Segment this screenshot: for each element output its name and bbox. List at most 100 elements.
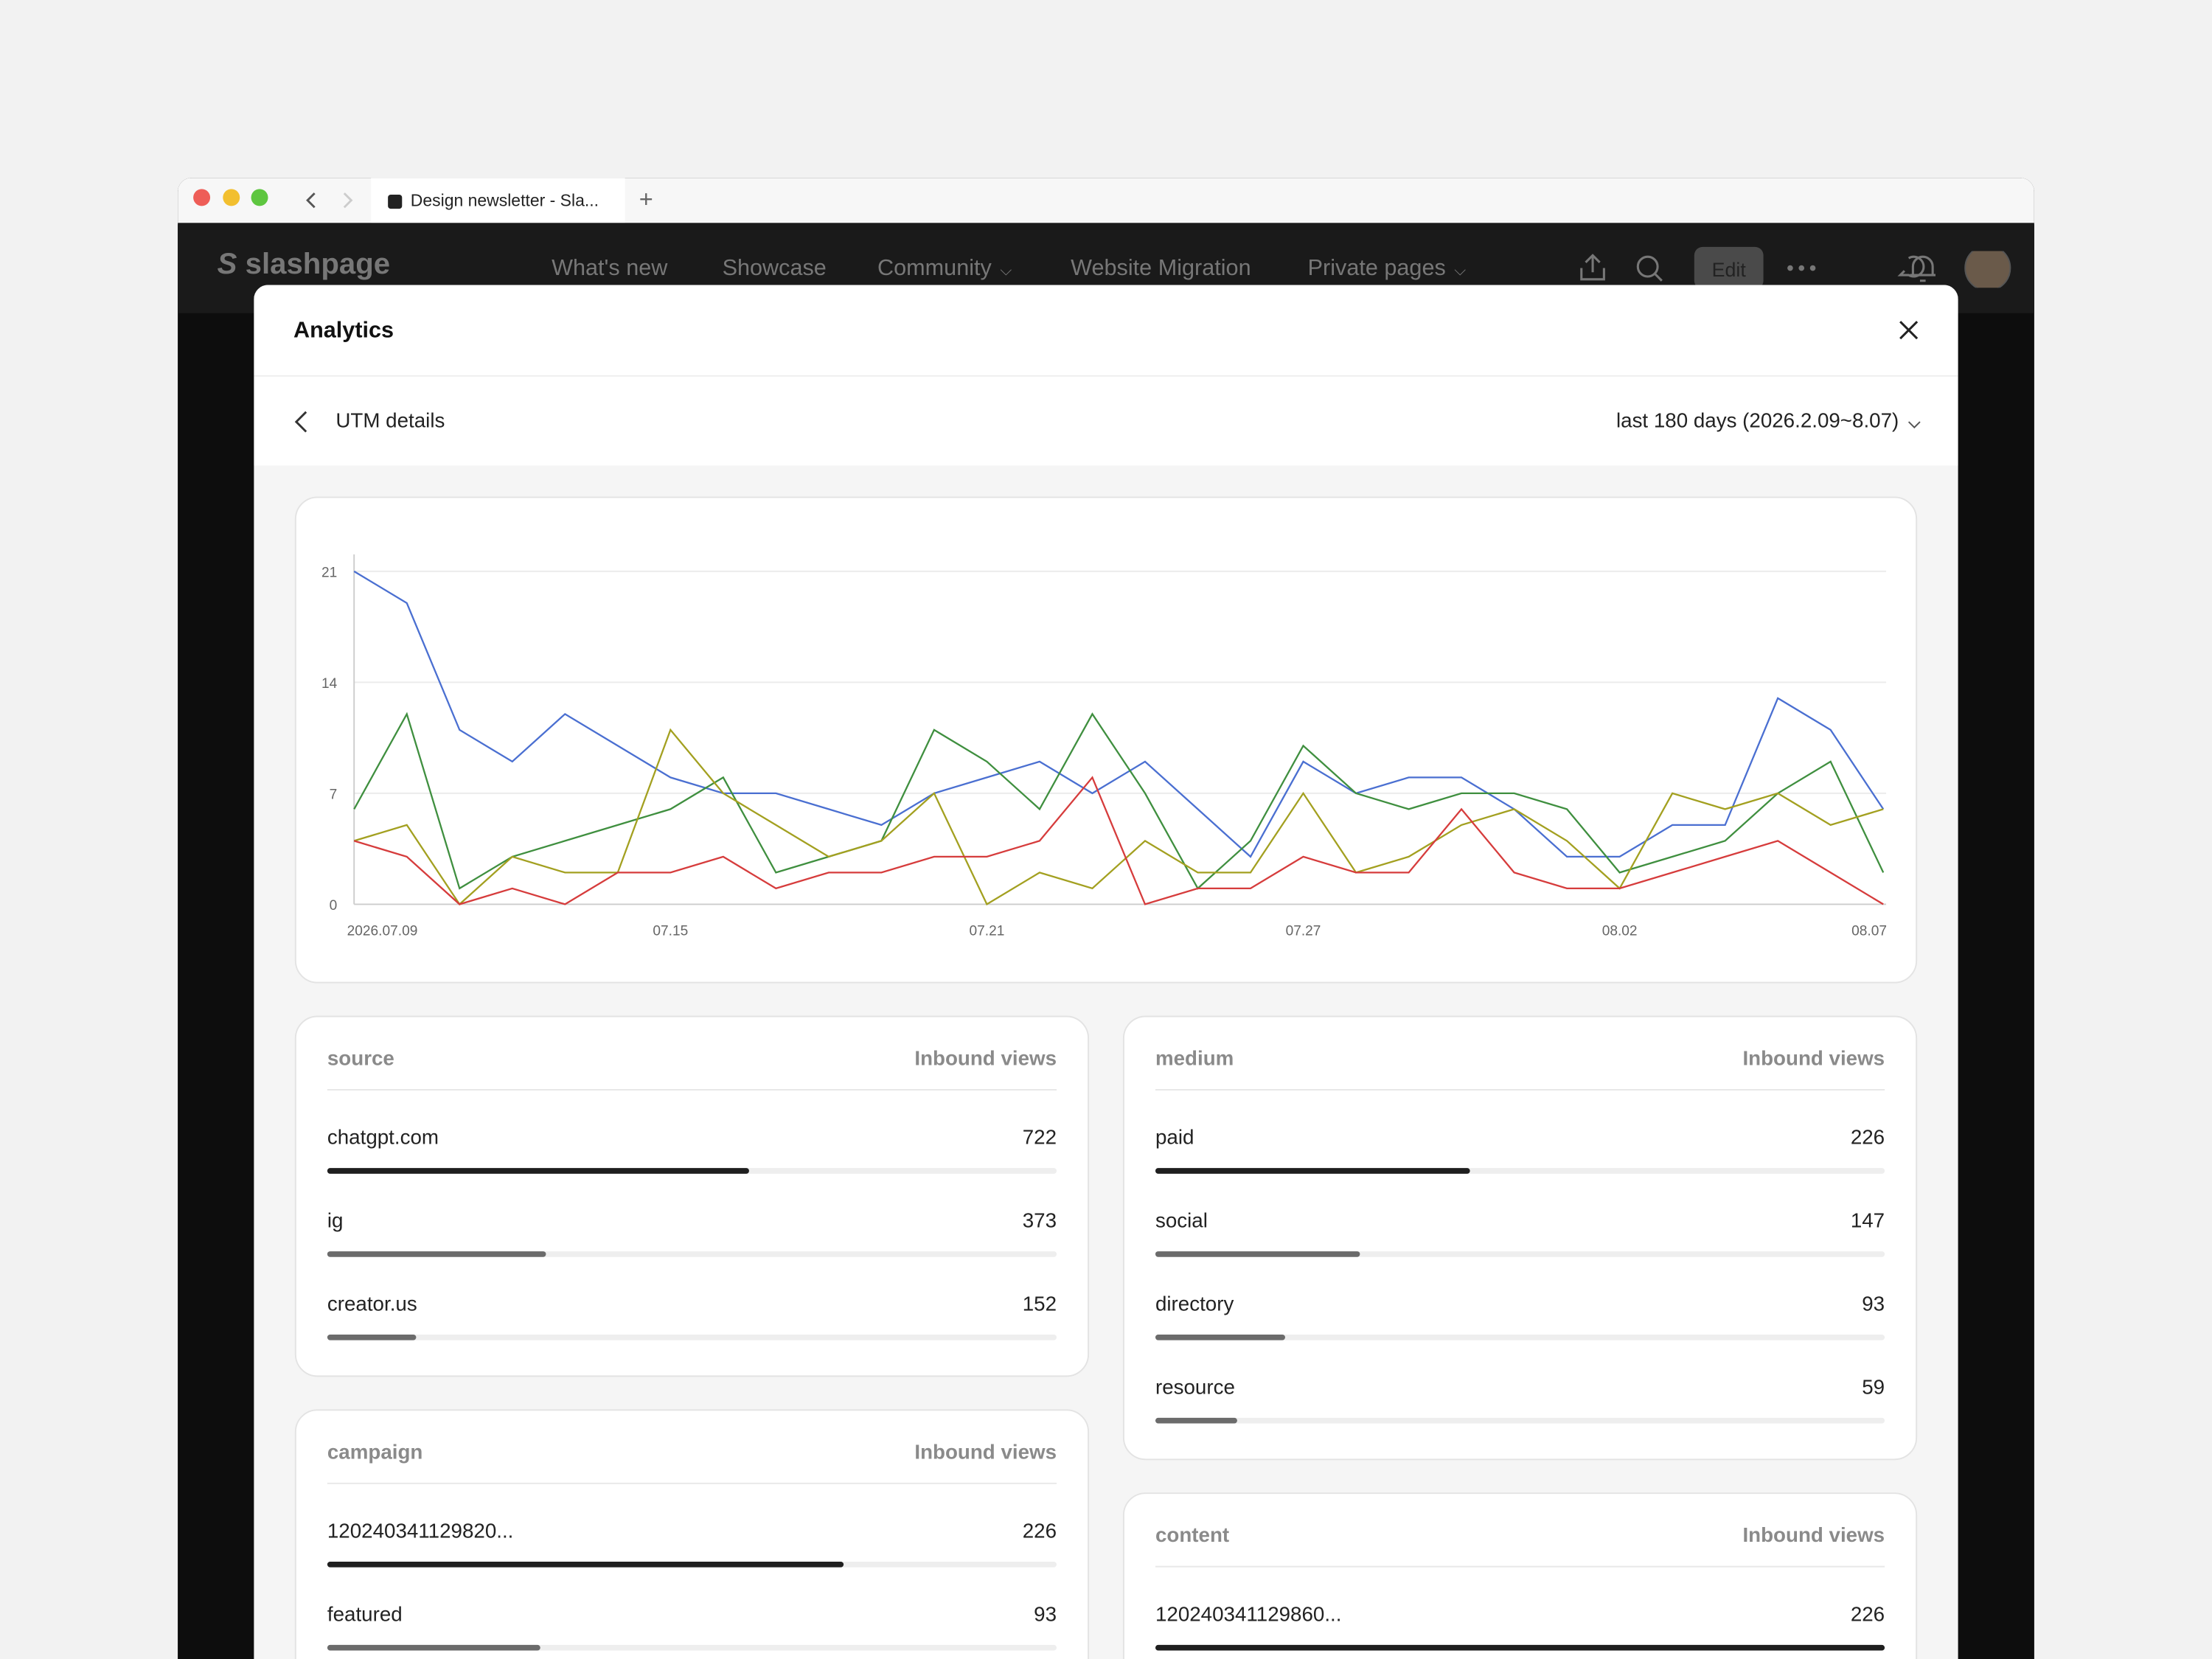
back-button[interactable] — [293, 411, 310, 434]
nav-label: Community — [877, 257, 992, 281]
x-tick-label: 08.07 — [1851, 923, 1887, 939]
bar-track — [327, 1644, 1057, 1651]
row-value: 226 — [1022, 1520, 1057, 1544]
bar — [327, 1334, 417, 1340]
table-header: content Inbound views — [1155, 1494, 1885, 1568]
logo-text: slashpage — [245, 248, 391, 281]
table-card: source Inbound views chatgpt.com 722 ig 373 cr… — [294, 1015, 1090, 1377]
toolbar-icons — [1580, 251, 2011, 288]
table-row: resource 59 — [1155, 1340, 1885, 1424]
bar — [327, 1251, 546, 1257]
row-label: creator.us — [327, 1293, 417, 1317]
nav-arrows[interactable] — [299, 189, 356, 212]
bar-track — [327, 1561, 1057, 1568]
table-row: creator.us 152 — [327, 1257, 1057, 1340]
row-text: ig 373 — [327, 1208, 1057, 1236]
row-text: featured 93 — [327, 1601, 1057, 1630]
row-value: 226 — [1850, 1604, 1885, 1627]
row-text: directory 93 — [1155, 1291, 1885, 1319]
title-bar: Design newsletter - Sla... + — [178, 178, 2034, 225]
table-row: paid 226 — [1155, 1091, 1885, 1174]
table-header: medium Inbound views — [1155, 1017, 1885, 1091]
row-text: 120240341129860... 226 — [1155, 1601, 1885, 1630]
bar-track — [1155, 1417, 1885, 1424]
nav-label: Showcase — [722, 257, 827, 281]
table-card: campaign Inbound views 120240341129820... 2… — [294, 1409, 1090, 1659]
row-value: 152 — [1022, 1293, 1057, 1317]
row-label: paid — [1155, 1127, 1194, 1150]
bar — [327, 1561, 844, 1568]
x-tick-label: 08.02 — [1602, 923, 1638, 939]
modal-title: Analytics — [293, 319, 394, 343]
new-tab[interactable]: + — [639, 186, 653, 213]
sub-header: UTM details last 180 days (2026.2.09~8.0… — [254, 376, 1958, 466]
row-text: 120240341129820... 226 — [327, 1518, 1057, 1546]
zoom-dot[interactable] — [251, 189, 268, 206]
table-row: featured 93 — [327, 1568, 1057, 1651]
table-row: chatgpt.com 722 — [327, 1091, 1057, 1174]
nav-chevron: ⌵ — [1000, 262, 1012, 279]
row-text: paid 226 — [1155, 1124, 1885, 1152]
row-value: 722 — [1022, 1127, 1057, 1150]
table-card: content Inbound views 120240341129860... 22… — [1122, 1492, 1918, 1659]
close-button[interactable] — [1899, 320, 1919, 340]
bar — [327, 1168, 750, 1174]
row-label: 120240341129860... — [1155, 1604, 1342, 1627]
bar-track — [327, 1251, 1057, 1257]
nav-item[interactable]: Website Migration — [1071, 257, 1251, 282]
series-line — [353, 776, 1884, 905]
minimize-dot[interactable] — [223, 189, 240, 206]
nav-item[interactable]: Community ⌵ — [877, 257, 1012, 282]
table-card: medium Inbound views paid 226 social 147 direc… — [1122, 1015, 1918, 1461]
row-text: chatgpt.com 722 — [327, 1124, 1057, 1152]
dimension-label: source — [327, 1048, 394, 1071]
bar-track — [1155, 1644, 1885, 1651]
dimension-label: medium — [1155, 1048, 1234, 1071]
modal-header: Analytics — [254, 285, 1958, 377]
nav-label: What's new — [552, 257, 668, 281]
row-label: chatgpt.com — [327, 1127, 439, 1150]
series-line — [353, 728, 1884, 906]
row-label: 120240341129820... — [327, 1520, 514, 1544]
x-tick-label: 07.15 — [653, 923, 688, 939]
row-value: 147 — [1850, 1210, 1885, 1234]
range-chevron — [1907, 421, 1921, 429]
dimension-label: content — [1155, 1525, 1230, 1548]
row-label: social — [1155, 1210, 1208, 1234]
nav-item[interactable]: Showcase — [723, 257, 827, 282]
row-value: 226 — [1850, 1127, 1885, 1150]
y-tick-label: 21 — [321, 566, 337, 581]
logo[interactable]: S slashpage — [217, 248, 391, 281]
dimension-label: campaign — [327, 1441, 423, 1464]
series-line — [353, 712, 1885, 890]
row-value: 93 — [1862, 1293, 1885, 1317]
row-label: featured — [327, 1604, 403, 1627]
x-tick-label: 07.21 — [969, 923, 1004, 939]
row-text: social 147 — [1155, 1208, 1885, 1236]
chart-card: 0 7 14 21 2026.07.09 07.15 07.21 07.27 08.02 08.0… — [294, 496, 1918, 984]
bar — [1155, 1417, 1238, 1424]
edit-button[interactable]: Edit — [1694, 246, 1764, 290]
close-dot[interactable] — [193, 189, 211, 206]
table-row: 120240341129860... 226 — [1155, 1568, 1885, 1651]
date-range[interactable]: last 180 days (2026.2.09~8.07) — [1615, 410, 1899, 434]
y-tick-label: 7 — [330, 787, 338, 803]
metric-label: Inbound views — [914, 1048, 1057, 1071]
nav-item[interactable]: What's new — [552, 257, 667, 282]
y-tick-label: 0 — [330, 898, 338, 914]
nav-label: Website Migration — [1071, 257, 1251, 281]
table-row: directory 93 — [1155, 1257, 1885, 1340]
table-row: ig 373 — [327, 1174, 1057, 1257]
bar — [327, 1644, 540, 1651]
tab[interactable]: Design newsletter - Sla... — [371, 178, 625, 223]
table-header: source Inbound views — [327, 1017, 1057, 1091]
row-label: directory — [1155, 1293, 1234, 1317]
metric-label: Inbound views — [914, 1441, 1057, 1464]
nav-item[interactable]: Private pages ⌵ — [1308, 257, 1467, 282]
row-value: 93 — [1034, 1604, 1057, 1627]
bar — [1155, 1168, 1470, 1174]
bar-track — [1155, 1168, 1885, 1174]
row-text: resource 59 — [1155, 1374, 1885, 1402]
nav-label: Private pages — [1307, 257, 1446, 281]
